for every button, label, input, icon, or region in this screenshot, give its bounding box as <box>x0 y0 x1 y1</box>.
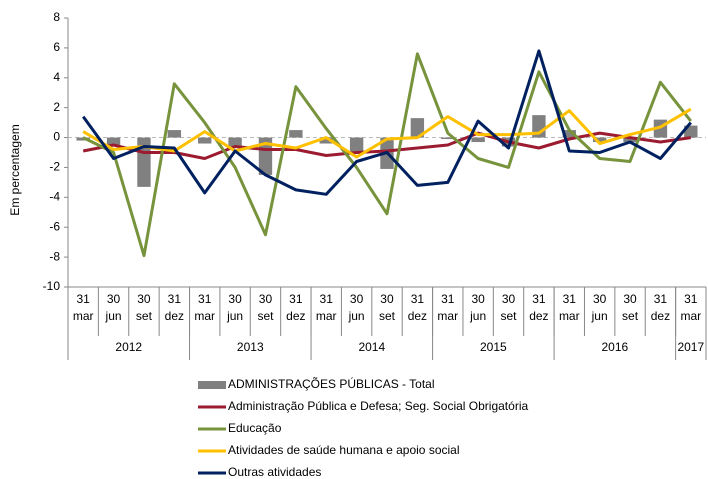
x-tick-label: 30 jun <box>227 292 244 323</box>
y-tick-label: 8 <box>53 10 60 24</box>
bar <box>684 125 698 138</box>
y-tick-label: 0 <box>53 130 60 144</box>
x-tick-label: 31 mar <box>194 292 216 323</box>
y-tick-label: -2 <box>49 160 60 174</box>
year-label: 2017 <box>677 340 704 354</box>
x-tick-label: 30 jun <box>591 292 608 323</box>
y-tick-label: -6 <box>49 219 60 233</box>
bar <box>289 130 303 138</box>
bar <box>592 137 607 143</box>
x-tick-label: 31 dez <box>286 292 306 323</box>
y-tick-label: -8 <box>49 249 60 263</box>
x-tick-label: 31 mar <box>680 292 702 323</box>
year-label: 2016 <box>602 340 629 354</box>
x-tick-label: 31 mar <box>437 292 459 323</box>
legend-swatch <box>198 381 226 389</box>
legend-label: Atividades de saúde humana e apoio socia… <box>228 443 460 457</box>
year-label: 2015 <box>480 340 507 354</box>
bar <box>106 137 121 146</box>
x-tick-label: 31 dez <box>529 292 549 323</box>
legend-label: Educação <box>228 421 282 435</box>
legend-label: ADMINISTRAÇÕES PÚBLICAS - Total <box>228 377 435 391</box>
year-label: 2013 <box>237 340 264 354</box>
bar <box>319 137 333 144</box>
line <box>82 107 692 159</box>
x-tick-label: 31 dez <box>164 292 184 323</box>
legend-label: Outras atividades <box>228 465 322 479</box>
year-label: 2014 <box>358 340 385 354</box>
x-tick-label: 30 set <box>500 292 517 323</box>
x-tick-label: 30 set <box>135 292 152 323</box>
y-tick-label: 4 <box>53 70 60 84</box>
y-axis-label: Em percentagem <box>8 124 22 215</box>
x-tick-label: 31 mar <box>315 292 337 323</box>
x-tick-label: 30 jun <box>348 292 365 323</box>
year-label: 2012 <box>115 340 142 354</box>
bar <box>441 137 455 140</box>
legend-label: Administração Pública e Defesa; Seg. Soc… <box>228 399 529 413</box>
line <box>81 49 692 196</box>
y-tick-label: -4 <box>49 190 60 204</box>
x-tick-label: 30 jun <box>105 292 122 323</box>
bar <box>562 130 576 138</box>
bar <box>198 137 212 144</box>
x-tick-label: 30 set <box>622 292 639 323</box>
bar <box>471 137 485 143</box>
x-tick-label: 31 dez <box>650 292 671 323</box>
bar <box>167 130 182 138</box>
bar <box>137 137 151 187</box>
y-tick-label: -10 <box>43 279 61 293</box>
line <box>82 52 692 258</box>
bar <box>228 137 242 149</box>
bar <box>410 118 425 138</box>
bar <box>258 137 273 175</box>
y-tick-label: 2 <box>53 100 60 114</box>
x-tick-label: 30 set <box>378 292 395 323</box>
y-tick-label: 6 <box>53 40 60 54</box>
x-tick-label: 30 set <box>257 292 274 323</box>
x-tick-label: 30 jun <box>470 292 487 323</box>
bar <box>349 137 364 154</box>
x-tick-label: 31 mar <box>558 292 580 323</box>
x-tick-label: 31 dez <box>407 292 428 323</box>
x-tick-label: 31 mar <box>72 292 94 323</box>
bar <box>623 137 637 143</box>
